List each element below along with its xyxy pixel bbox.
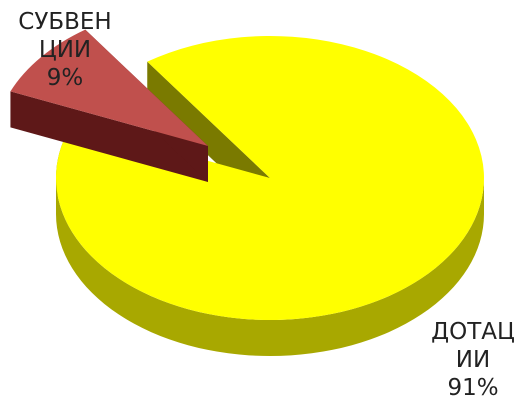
- slice-label-subventions: СУБВЕН ЦИИ 9%: [10, 8, 120, 92]
- slice-label-line: ДОТАЦ: [420, 318, 526, 346]
- slice-percent: 9%: [10, 64, 120, 92]
- slice-label-line: ИИ: [420, 346, 526, 374]
- slice-label-grants: ДОТАЦ ИИ 91%: [420, 318, 526, 402]
- slice-label-line: СУБВЕН: [10, 8, 120, 36]
- slice-percent: 91%: [420, 374, 526, 402]
- slice-label-line: ЦИИ: [10, 36, 120, 64]
